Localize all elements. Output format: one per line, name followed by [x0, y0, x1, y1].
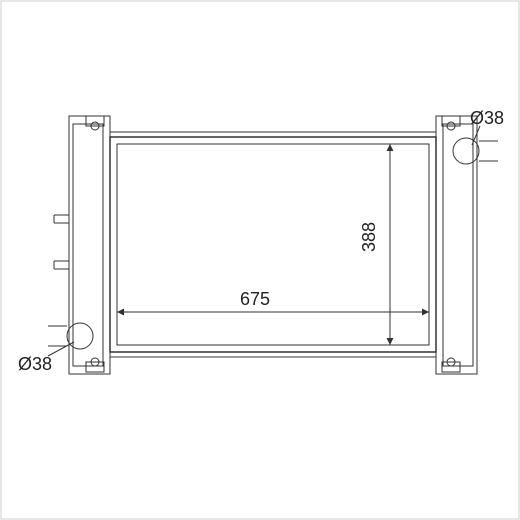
left-tank-inner [73, 124, 103, 366]
right-tank-inner [443, 124, 473, 366]
dim-width-arrow-right [422, 309, 429, 316]
drawing-canvas: Ø38 Ø38 675 388 [0, 0, 520, 520]
port-left-label: Ø38 [18, 354, 52, 374]
mount-tab-right-bottom [442, 362, 460, 372]
core-inner-rect [117, 144, 429, 345]
dim-width-arrow-left [117, 309, 124, 316]
left-tank-outer [69, 116, 110, 374]
dimension-width: 675 [117, 289, 429, 316]
dim-height-arrow-bottom [387, 338, 394, 345]
dimension-height: 388 [359, 144, 394, 345]
radiator-diagram: Ø38 Ø38 675 388 [0, 0, 520, 520]
mount-holes [86, 116, 460, 372]
core-outer-rect [110, 137, 436, 352]
left-small-ports [54, 215, 69, 269]
dim-height-label: 388 [359, 222, 379, 252]
port-right-label: Ø38 [470, 108, 504, 128]
image-border [1, 1, 519, 519]
mount-tab-left-bottom [86, 362, 104, 372]
port-left-circle [67, 323, 93, 349]
right-tank-outer [436, 116, 477, 374]
dim-height-arrow-top [387, 144, 394, 151]
port-right-circle [453, 138, 479, 164]
right-tank [436, 116, 477, 374]
dim-width-label: 675 [240, 289, 270, 309]
radiator-core [110, 132, 436, 357]
left-tank [54, 116, 110, 374]
